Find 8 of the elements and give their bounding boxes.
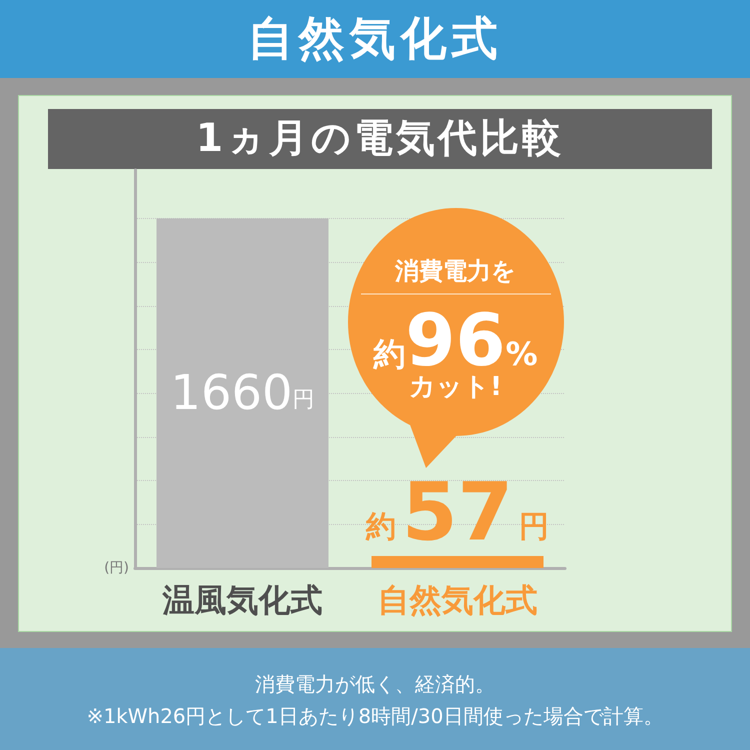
annotation: 消費電力を <box>394 256 517 286</box>
chart-title: 自然気化式 <box>246 10 504 66</box>
chart-subtitle: 1ヵ月の電気代比較 <box>48 109 712 169</box>
text: ※1kWh26円として1日あたり8時間/30日間使った場合で計算。 <box>86 703 664 730</box>
y-axis-title: (円) <box>104 560 129 576</box>
x-tick-label: 温風気化式 <box>162 581 322 619</box>
data-label: 1660円 <box>170 365 315 422</box>
text: 消費電力が低く、経済的。 <box>254 671 496 698</box>
